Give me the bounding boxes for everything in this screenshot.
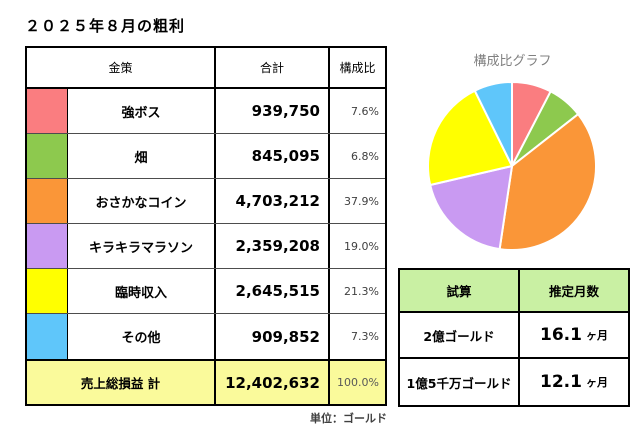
pie-slice: [427, 89, 513, 186]
table-row: 畑 845,095 6.8%: [27, 134, 385, 179]
header-ratio: 構成比: [339, 61, 376, 75]
months-number: 12.1: [540, 372, 582, 392]
item-ratio: 37.9%: [344, 194, 379, 208]
total-value: 12,402,632: [214, 361, 330, 404]
months-number: 16.1: [540, 325, 582, 345]
item-ratio: 6.8%: [351, 149, 379, 163]
color-swatch: [27, 224, 68, 268]
estimate-table: 試算 推定月数 2億ゴールド 16.1 ヶ月 1億5千万ゴールド 12.1 ヶ月: [398, 268, 630, 407]
item-total: 845,095: [214, 134, 330, 178]
table-body: 強ボス 939,750 7.6% 畑 845,095 6.8% おさかなコイン 4,703,2…: [27, 89, 385, 359]
pie-chart: [424, 78, 600, 254]
months-unit: ヶ月: [585, 329, 608, 342]
item-total: 939,750: [214, 89, 330, 133]
item-label: 臨時収入: [114, 285, 167, 301]
table-header-row: 金策 合計 構成比: [27, 48, 385, 89]
item-ratio: 7.6%: [351, 104, 379, 118]
item-total: 2,645,515: [214, 269, 330, 313]
item-ratio: 7.3%: [351, 330, 379, 343]
gross-profit-table: 金策 合計 構成比 強ボス 939,750 7.6% 畑 845,095 6.8% おさかな…: [25, 46, 387, 406]
months-value: 12.1 ヶ月: [520, 359, 628, 405]
pie-chart-title: 構成比グラフ: [473, 54, 552, 69]
estimate-row: 2億ゴールド 16.1 ヶ月: [400, 313, 628, 359]
item-label: キラキラマラソン: [88, 240, 193, 256]
item-label: 畑: [134, 150, 148, 166]
table-row: その他 909,852 7.3%: [27, 314, 385, 359]
pie-slice: [498, 113, 597, 251]
months-unit: ヶ月: [585, 376, 608, 389]
scenario-label: 1億5千万ゴールド: [400, 359, 520, 405]
total-ratio: 100.0%: [337, 376, 379, 389]
item-total: 4,703,212: [214, 179, 330, 223]
color-swatch: [27, 89, 68, 133]
item-total: 909,852: [214, 314, 330, 359]
item-total: 2,359,208: [214, 224, 330, 268]
color-swatch: [27, 269, 68, 313]
item-ratio: 21.3%: [344, 284, 379, 298]
item-label: 強ボス: [121, 105, 161, 121]
table-row: おさかなコイン 4,703,212 37.9%: [27, 179, 385, 224]
item-label: おさかなコイン: [95, 195, 187, 211]
color-swatch: [27, 134, 68, 178]
item-ratio: 19.0%: [344, 239, 379, 253]
header-total: 合計: [214, 48, 330, 87]
header-scenario: 試算: [400, 270, 520, 311]
item-label: その他: [121, 331, 161, 346]
scenario-label: 2億ゴールド: [400, 313, 520, 357]
unit-note: 単位：ゴールド: [310, 412, 387, 425]
total-row: 売上総損益 計 12,402,632 100.0%: [27, 359, 385, 404]
page-title: ２０２５年８月の粗利: [25, 17, 186, 35]
total-label: 売上総損益 計: [80, 376, 161, 391]
pie-slice: [473, 81, 513, 167]
table-row: 強ボス 939,750 7.6%: [27, 89, 385, 134]
estimate-header-row: 試算 推定月数: [400, 270, 628, 313]
pie-slice: [429, 165, 513, 251]
pie-chart-svg: [427, 81, 597, 251]
color-swatch: [27, 314, 68, 359]
estimate-table-body: 2億ゴールド 16.1 ヶ月 1億5千万ゴールド 12.1 ヶ月: [400, 313, 628, 405]
table-row: 臨時収入 2,645,515 21.3%: [27, 269, 385, 314]
color-swatch: [27, 179, 68, 223]
estimate-row: 1億5千万ゴールド 12.1 ヶ月: [400, 359, 628, 405]
months-value: 16.1 ヶ月: [520, 313, 628, 357]
header-months: 推定月数: [548, 284, 599, 299]
header-item: 金策: [108, 61, 133, 75]
table-row: キラキラマラソン 2,359,208 19.0%: [27, 224, 385, 269]
